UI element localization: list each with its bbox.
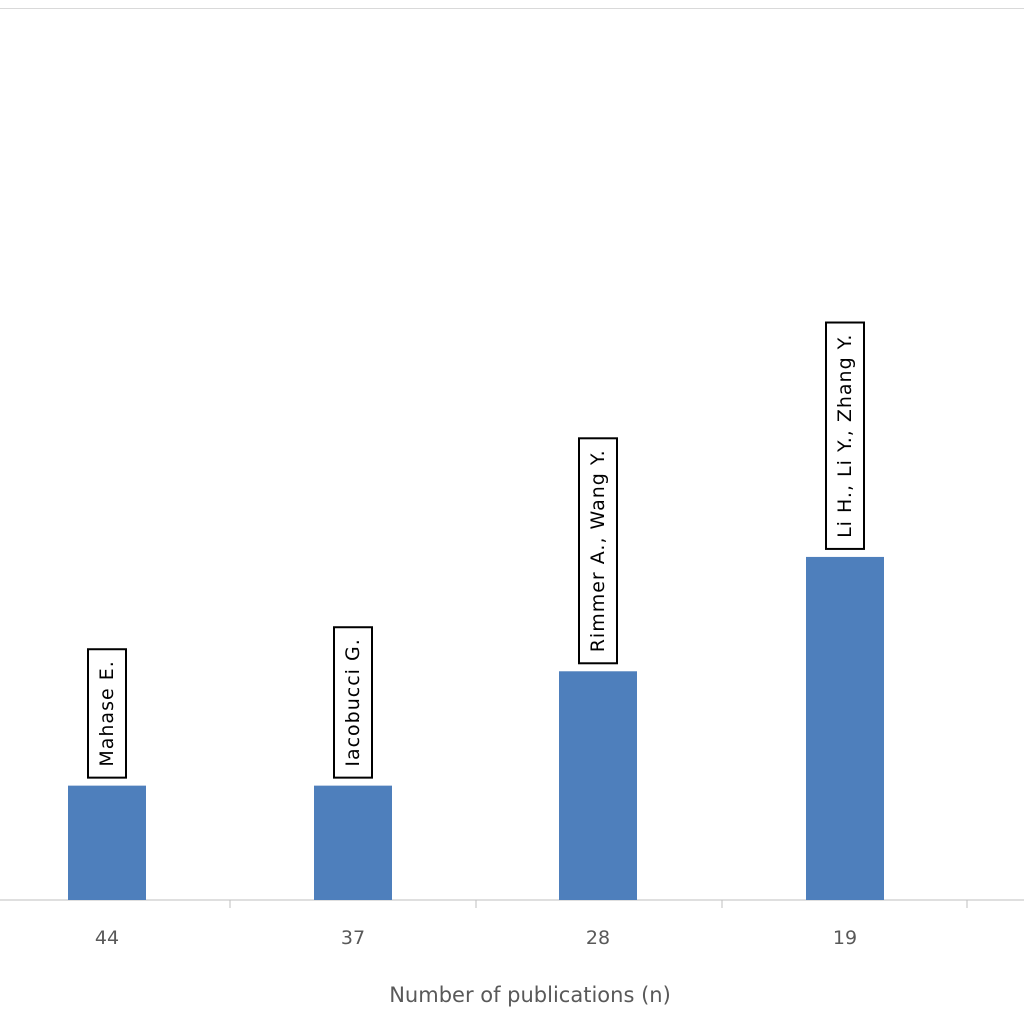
data-label-2: Rimmer A., Wang Y. xyxy=(578,437,618,665)
data-label-1: Iacobucci G. xyxy=(333,626,373,779)
bar-2 xyxy=(559,671,637,900)
data-label-0: Mahase E. xyxy=(87,648,127,779)
bar-0 xyxy=(68,785,146,900)
data-label-text-0: Mahase E. xyxy=(96,660,118,766)
data-label-box-3 xyxy=(825,321,865,550)
bar-1 xyxy=(314,785,392,900)
data-label-text-3: Li H., Li Y., Zhang Y. xyxy=(834,334,856,538)
x-tick-label-0: 44 xyxy=(95,927,119,949)
data-label-text-2: Rimmer A., Wang Y. xyxy=(587,449,609,652)
x-tick-label-2: 28 xyxy=(586,927,610,949)
data-label-box-0 xyxy=(87,648,127,779)
x-tick-label-3: 19 xyxy=(833,927,857,949)
data-label-box-2 xyxy=(578,437,618,665)
data-label-3: Li H., Li Y., Zhang Y. xyxy=(825,321,865,550)
x-axis-title: Number of publications (n) xyxy=(389,983,671,1007)
x-tick-label-1: 37 xyxy=(341,927,365,949)
data-label-text-1: Iacobucci G. xyxy=(342,638,364,766)
data-label-box-1 xyxy=(333,626,373,779)
bar-3 xyxy=(806,556,884,900)
